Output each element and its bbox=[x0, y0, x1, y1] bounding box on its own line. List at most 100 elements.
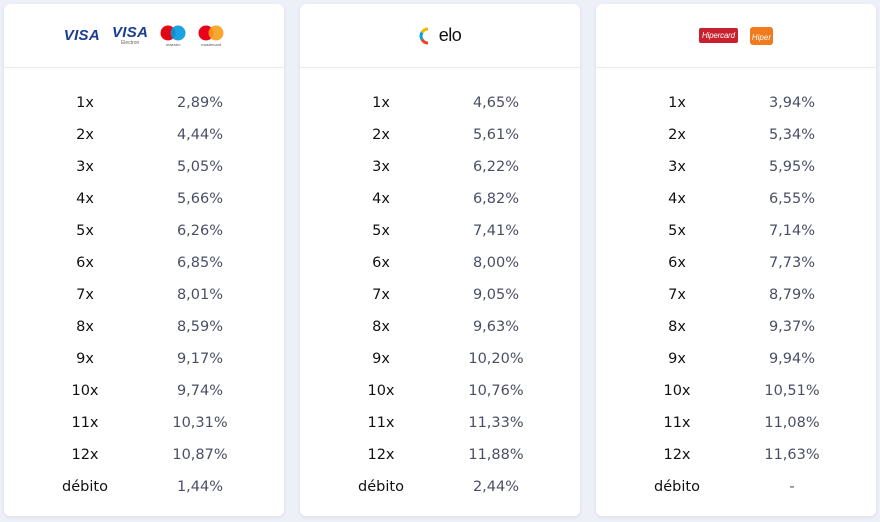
installments-label: 9x bbox=[668, 351, 686, 367]
installments-label: 3x bbox=[372, 159, 390, 175]
installments-label: 10x bbox=[367, 383, 395, 399]
elo-ring-icon bbox=[419, 27, 428, 44]
rate-value: 9,94% bbox=[768, 351, 816, 367]
card-header: VISA VISA Electron maestro mastercard bbox=[4, 4, 284, 68]
rate-row: 8x 8,59% bbox=[4, 311, 284, 343]
installments-label: 7x bbox=[668, 287, 686, 303]
installments-label: 8x bbox=[76, 319, 94, 335]
rate-row: 12x 11,63% bbox=[596, 439, 876, 471]
rate-row: 6x 8,00% bbox=[300, 247, 580, 279]
elo-logo: elo bbox=[419, 25, 462, 46]
rate-row: 5x 6,26% bbox=[4, 215, 284, 247]
rate-value: 9,63% bbox=[472, 319, 520, 335]
installments-label: 12x bbox=[367, 447, 395, 463]
rate-value: 5,34% bbox=[768, 127, 816, 143]
rates-table: 1x 2,89% 2x 4,44% 3x 5,05% 4x 5,66% 5x 6,26% 6x 6,8… bbox=[4, 68, 284, 503]
installments-label: 2x bbox=[372, 127, 390, 143]
installments-label: 11x bbox=[71, 415, 99, 431]
installments-label: 1x bbox=[372, 95, 390, 111]
rate-value: 8,00% bbox=[472, 255, 520, 271]
rate-row: 9x 9,17% bbox=[4, 343, 284, 375]
rate-value: 11,63% bbox=[764, 447, 820, 463]
rate-row: 6x 6,85% bbox=[4, 247, 284, 279]
card-header: Hipercard Hiper bbox=[596, 4, 876, 68]
rate-value: 9,37% bbox=[768, 319, 816, 335]
visa-logo: VISA bbox=[63, 27, 100, 44]
rate-value: 9,74% bbox=[176, 383, 224, 399]
installments-label: 10x bbox=[663, 383, 691, 399]
rate-value: 6,82% bbox=[472, 191, 520, 207]
installments-label: débito bbox=[358, 479, 404, 495]
rate-row: 4x 5,66% bbox=[4, 183, 284, 215]
installments-label: 4x bbox=[76, 191, 94, 207]
installments-label: 10x bbox=[71, 383, 99, 399]
rate-value: 10,87% bbox=[172, 447, 228, 463]
rate-row: 2x 4,44% bbox=[4, 119, 284, 151]
rate-value: 7,41% bbox=[472, 223, 520, 239]
rate-value: 11,08% bbox=[764, 415, 820, 431]
rate-value: 6,55% bbox=[768, 191, 816, 207]
rate-row: 10x 10,76% bbox=[300, 375, 580, 407]
rate-value: 7,73% bbox=[768, 255, 816, 271]
installments-label: 11x bbox=[663, 415, 691, 431]
rate-row: débito 2,44% bbox=[300, 471, 580, 503]
rate-row: 2x 5,34% bbox=[596, 119, 876, 151]
rate-row: débito - bbox=[596, 471, 876, 503]
installments-label: 9x bbox=[372, 351, 390, 367]
rate-row: 1x 3,94% bbox=[596, 87, 876, 119]
card-header: elo bbox=[300, 4, 580, 68]
rate-row: 8x 9,37% bbox=[596, 311, 876, 343]
installments-label: 7x bbox=[76, 287, 94, 303]
installments-label: 11x bbox=[367, 415, 395, 431]
card-visa-mastercard: VISA VISA Electron maestro mastercard 1x… bbox=[4, 4, 284, 516]
rate-value: 10,76% bbox=[468, 383, 524, 399]
installments-label: 12x bbox=[71, 447, 99, 463]
rate-row: 2x 5,61% bbox=[300, 119, 580, 151]
installments-label: débito bbox=[62, 479, 108, 495]
mastercard-logo: mastercard bbox=[198, 25, 224, 47]
rate-value: 6,26% bbox=[176, 223, 224, 239]
rate-value: 11,33% bbox=[468, 415, 524, 431]
rate-row: 5x 7,41% bbox=[300, 215, 580, 247]
rates-table: 1x 4,65% 2x 5,61% 3x 6,22% 4x 6,82% 5x 7,41% 6x 8,0… bbox=[300, 68, 580, 503]
rate-row: 11x 11,08% bbox=[596, 407, 876, 439]
rate-row: 4x 6,55% bbox=[596, 183, 876, 215]
installments-label: débito bbox=[654, 479, 700, 495]
installments-label: 6x bbox=[372, 255, 390, 271]
rate-value: 11,88% bbox=[468, 447, 524, 463]
card-elo: elo 1x 4,65% 2x 5,61% 3x 6,22% 4x 6,82% 5x 7,41% 6… bbox=[300, 4, 580, 516]
rate-value: 10,20% bbox=[468, 351, 524, 367]
installments-label: 12x bbox=[663, 447, 691, 463]
hipercard-logo: Hipercard bbox=[698, 28, 738, 43]
rate-row: 9x 9,94% bbox=[596, 343, 876, 375]
installments-label: 5x bbox=[668, 223, 686, 239]
rate-row: 9x 10,20% bbox=[300, 343, 580, 375]
installments-label: 2x bbox=[668, 127, 686, 143]
rate-row: 6x 7,73% bbox=[596, 247, 876, 279]
rate-row: 11x 10,31% bbox=[4, 407, 284, 439]
maestro-circles-icon bbox=[160, 25, 186, 40]
rate-row: 7x 8,79% bbox=[596, 279, 876, 311]
rate-value: 10,31% bbox=[172, 415, 228, 431]
rate-row: 12x 10,87% bbox=[4, 439, 284, 471]
rate-value: 5,61% bbox=[472, 127, 520, 143]
installments-label: 6x bbox=[668, 255, 686, 271]
visa-electron-logo: VISA Electron bbox=[112, 24, 149, 46]
rate-row: 7x 9,05% bbox=[300, 279, 580, 311]
rate-value: 10,51% bbox=[764, 383, 820, 399]
rate-row: débito 1,44% bbox=[4, 471, 284, 503]
rate-row: 11x 11,33% bbox=[300, 407, 580, 439]
installments-label: 4x bbox=[372, 191, 390, 207]
rate-row: 8x 9,63% bbox=[300, 311, 580, 343]
installments-label: 6x bbox=[76, 255, 94, 271]
installments-label: 5x bbox=[76, 223, 94, 239]
rate-value: 8,79% bbox=[768, 287, 816, 303]
rate-value: 1,44% bbox=[176, 479, 224, 495]
rate-value: 5,95% bbox=[768, 159, 816, 175]
rate-value: 3,94% bbox=[768, 95, 816, 111]
rate-row: 10x 9,74% bbox=[4, 375, 284, 407]
installments-label: 7x bbox=[372, 287, 390, 303]
installments-label: 5x bbox=[372, 223, 390, 239]
installments-label: 9x bbox=[76, 351, 94, 367]
installments-label: 2x bbox=[76, 127, 94, 143]
